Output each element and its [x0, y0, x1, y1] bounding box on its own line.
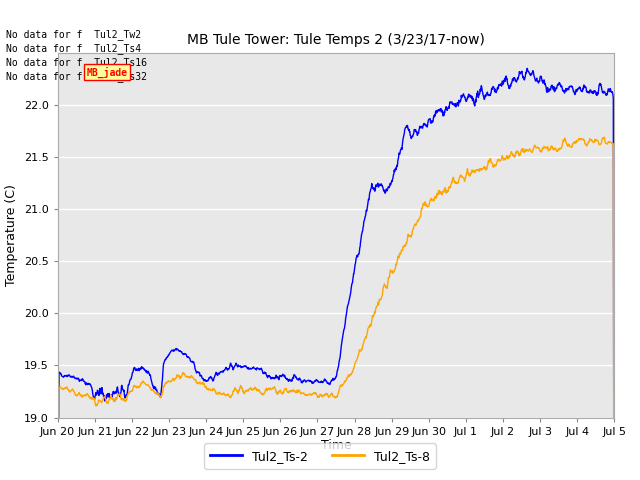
- Tul2_Ts-2: [311, 378, 319, 384]
- Tul2_Ts-8: [467, 170, 475, 176]
- Title: MB Tule Tower: Tule Temps 2 (3/23/17-now): MB Tule Tower: Tule Temps 2 (3/23/17-now…: [187, 34, 485, 48]
- Y-axis label: Temperature (C): Temperature (C): [5, 184, 18, 286]
- Tul2_Ts-2: [611, 415, 618, 420]
- Text: MB_jade: MB_jade: [86, 67, 127, 78]
- Tul2_Ts-8: [600, 134, 608, 140]
- X-axis label: Time: Time: [321, 439, 351, 453]
- Tul2_Ts-8: [141, 380, 148, 386]
- Text: No data for f  Tul2_Tw2
No data for f  Tul2_Ts4
No data for f  Tul2_Ts16
No data: No data for f Tul2_Tw2 No data for f Tul…: [6, 29, 147, 82]
- Tul2_Ts-8: [311, 390, 319, 396]
- Tul2_Ts-8: [549, 144, 557, 150]
- Tul2_Ts-2: [549, 86, 557, 92]
- Legend: Tul2_Ts-2, Tul2_Ts-8: Tul2_Ts-2, Tul2_Ts-8: [204, 444, 436, 469]
- Line: Tul2_Ts-8: Tul2_Ts-8: [58, 137, 614, 418]
- Tul2_Ts-8: [604, 141, 611, 147]
- Tul2_Ts-8: [54, 415, 61, 420]
- Line: Tul2_Ts-2: Tul2_Ts-2: [58, 69, 614, 418]
- Tul2_Ts-8: [321, 391, 329, 397]
- Tul2_Ts-2: [523, 66, 531, 72]
- Tul2_Ts-2: [54, 415, 61, 420]
- Tul2_Ts-2: [604, 90, 611, 96]
- Tul2_Ts-2: [321, 377, 329, 383]
- Tul2_Ts-2: [141, 367, 148, 373]
- Tul2_Ts-8: [611, 415, 618, 420]
- Tul2_Ts-2: [467, 94, 475, 99]
